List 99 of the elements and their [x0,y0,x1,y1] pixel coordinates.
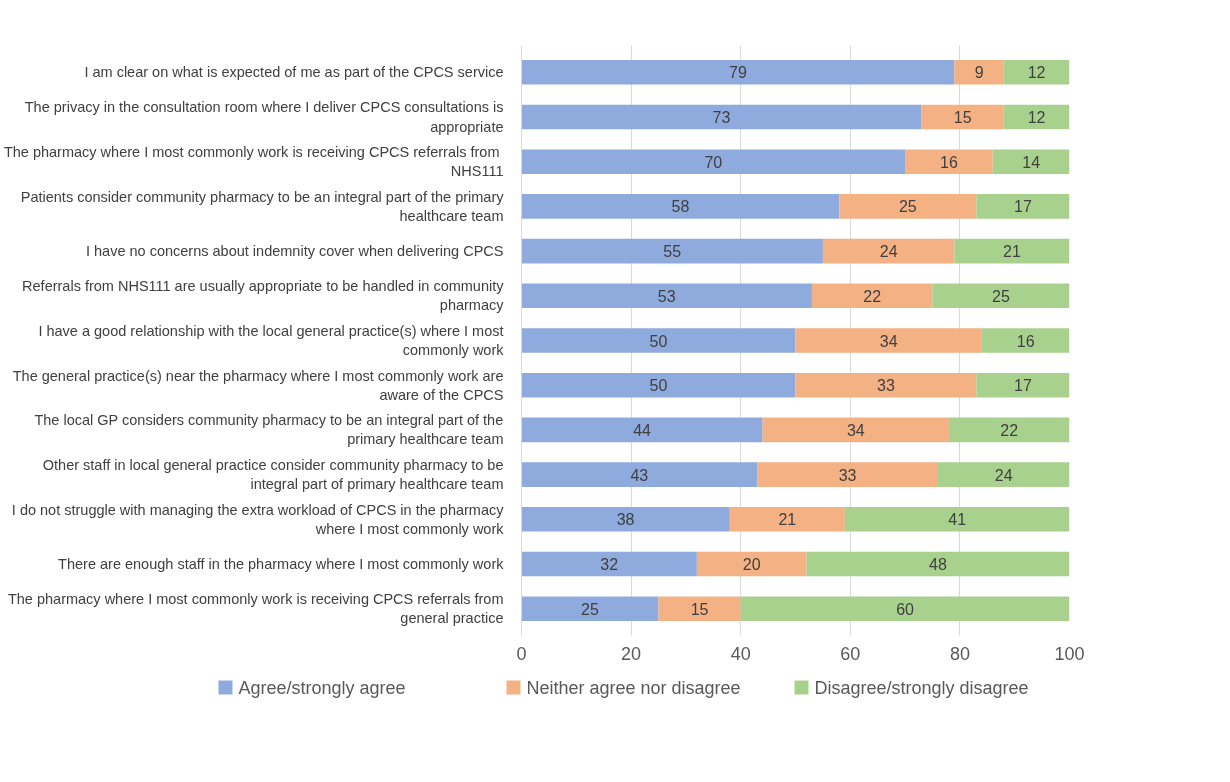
bar [1003,60,1070,85]
y-tick-label: The local GP considers community pharmacy to be an integral part of the primary healthcare team [34,412,504,448]
y-tick-label: I have no concerns about indemnity cover when delivering CPCS [85,243,504,260]
bar [658,596,741,621]
x-tick-label: 100 [1054,643,1085,664]
x-tick-label: 60 [840,643,861,664]
data-label: 79 [729,64,747,82]
data-label: 25 [992,287,1010,305]
bar [795,372,977,398]
data-label: 50 [649,377,668,395]
y-tick-label: I am clear on what is expected of me as part of the CPCS service [84,64,504,81]
bar [521,149,906,174]
y-tick-label: Patients consider community pharmacy to be an integral part of the primary healthcare team [20,188,505,225]
data-label: 70 [704,153,723,171]
data-label: 14 [1022,153,1041,171]
bar [844,507,1070,532]
data-label: 9 [974,64,984,82]
x-tick-label: 80 [949,643,970,664]
bar [521,283,812,309]
legend-label: Disagree/strongly disagree [814,677,1029,698]
y-tick-label: The pharmacy where I most commonly work is receiving CPCS referrals from general practice [7,591,504,627]
bar [729,507,845,532]
data-label: 21 [778,511,797,529]
data-label: 24 [879,243,898,261]
x-tick-label: 40 [730,643,751,664]
data-label: 48 [929,555,947,573]
data-label: 44 [633,421,652,439]
bar [521,462,758,487]
bar [521,238,823,264]
bar [954,238,1070,264]
data-label: 73 [712,109,731,127]
data-label: 15 [953,109,972,127]
data-label: 25 [898,198,917,216]
bar [521,596,659,621]
data-label: 53 [657,287,676,305]
data-label: 33 [877,377,895,395]
data-label: 43 [630,466,649,484]
data-label: 16 [940,153,958,171]
y-tick-label: I do not struggle with managing the extra workload of CPCS in the pharmacy where I most commonly work [11,501,505,537]
bar [992,149,1070,174]
data-label: 12 [1027,64,1046,82]
data-label: 17 [1014,377,1032,395]
bar [806,551,1070,577]
data-label: 20 [742,555,761,573]
data-label: 32 [600,555,619,573]
data-label: 55 [663,243,682,261]
y-tick-label: I have a good relationship with the local general practice(s) where I most commonly work [38,322,505,359]
bar [521,60,955,85]
y-tick-label: The general practice(s) near the pharmacy where I most commonly work are aware of the CPCS [12,367,504,403]
bar [795,328,982,353]
bar [932,283,1070,309]
bar [839,194,977,219]
y-tick-label: Referrals from NHS111 are usually appropriate to be handled in community pharmacy [22,278,505,314]
y-tick-label: The privacy in the consultation room where I deliver CPCS consultations is appropriate [24,99,504,135]
bar [921,104,1004,130]
x-tick-label: 0 [516,643,527,664]
data-label: 24 [994,466,1013,484]
bar [954,60,1004,85]
data-label: 60 [896,600,915,618]
bar [822,238,955,264]
bar [740,596,1070,621]
bar [521,507,730,532]
data-label: 15 [690,600,709,618]
legend-label: Agree/strongly agree [238,677,406,698]
bar [521,194,840,219]
bar [905,149,993,174]
data-label: 21 [1003,243,1021,261]
data-label: 12 [1027,109,1046,127]
bar [937,462,1070,487]
y-tick-label: The pharmacy where I most commonly work is receiving CPCS referrals from NHS111 [3,144,504,180]
data-label: 25 [581,600,599,618]
bar [762,417,949,443]
bar [811,283,933,309]
y-tick-label: There are enough staff in the pharmacy where I most commonly work [58,555,505,572]
data-label: 50 [649,332,668,350]
bar [976,372,1070,398]
bar [521,551,697,577]
y-tick-label: Other staff in local general practice consider community pharmacy to be integral part of primary healthcare team [42,456,504,493]
data-label: 22 [1000,421,1019,439]
bar [521,372,796,398]
legend-label: Neither agree nor disagree [526,677,741,698]
data-label: 34 [846,421,865,439]
bar [948,417,1070,443]
bar [981,328,1070,353]
data-label: 22 [863,287,882,305]
data-label: 58 [671,198,690,216]
x-tick-label: 20 [621,643,642,664]
data-label: 17 [1014,198,1032,216]
bar [521,104,922,130]
data-label: 41 [948,511,967,529]
bar [521,417,763,443]
data-label: 38 [616,511,635,529]
bar [976,194,1070,219]
data-label: 34 [879,332,898,350]
bar [521,328,796,353]
data-label: 16 [1016,332,1035,350]
data-label: 33 [838,466,857,484]
bar [757,462,938,487]
bar [696,551,807,577]
